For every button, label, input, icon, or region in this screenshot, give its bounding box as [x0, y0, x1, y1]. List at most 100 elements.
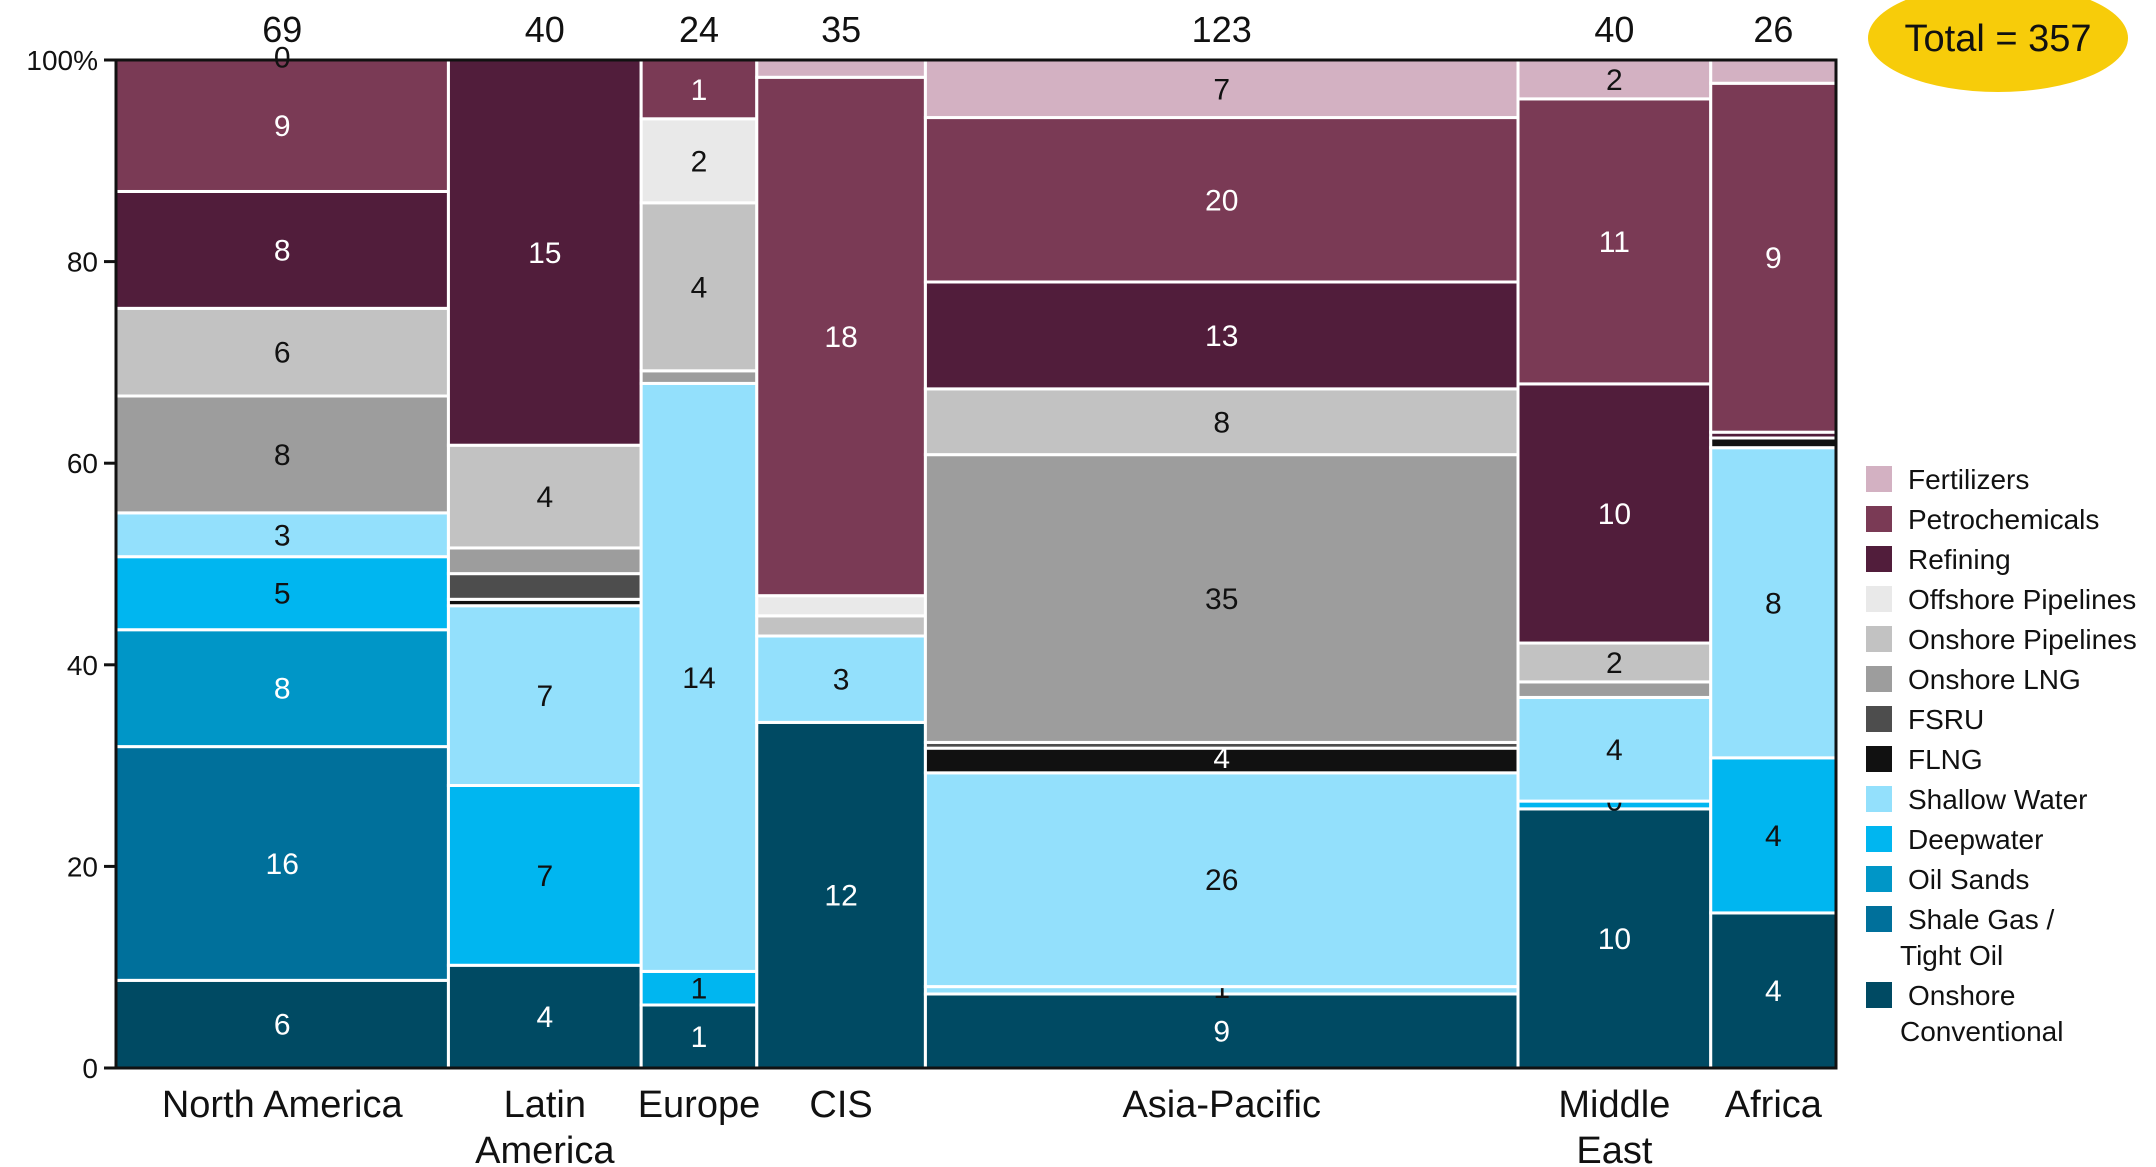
column-total-label: 69 — [262, 9, 302, 50]
segment-value-label: 8 — [274, 234, 291, 267]
legend-swatch — [1866, 706, 1892, 732]
segment-value-label: 6 — [274, 1009, 291, 1042]
segment-value-label: 9 — [1213, 1016, 1230, 1049]
column-cis: 12 3 18 — [755, 58, 927, 1070]
segment-fertilizers — [1516, 58, 1713, 101]
y-axis: 0 20 40 60 80 100% — [26, 45, 116, 1084]
legend-label: Conventional — [1900, 1016, 2063, 1047]
segment-value-label: 8 — [1765, 587, 1782, 620]
segment-onshore-conventional — [923, 992, 1520, 1070]
y-tick-label: 100% — [26, 45, 98, 76]
segment-value-label: 4 — [1213, 742, 1230, 775]
segment-value-label: 2 — [1606, 64, 1623, 97]
legend-swatch — [1866, 546, 1892, 572]
segment-onshore-lng — [639, 369, 759, 385]
category-label: CIS — [809, 1084, 872, 1126]
segment-value-label: 1 — [691, 973, 708, 1006]
segment-value-label: 12 — [824, 880, 857, 913]
column-africa: 4 4 8 9 — [1709, 58, 1838, 1070]
legend-swatch — [1866, 466, 1892, 492]
legend-label: Offshore Pipelines — [1908, 584, 2136, 615]
segment-value-label: 1 — [691, 1021, 708, 1054]
legend-label: Fertilizers — [1908, 464, 2029, 495]
segment-shallow-water — [1709, 446, 1838, 760]
segment-petrochemicals — [755, 75, 927, 598]
legend-label: Petrochemicals — [1908, 504, 2099, 535]
legend-label: FLNG — [1908, 744, 1983, 775]
segment-value-label: 2 — [1606, 647, 1623, 680]
y-tick-label: 40 — [67, 650, 98, 681]
legend-swatch — [1866, 826, 1892, 852]
segment-value-label: 1 — [691, 74, 708, 107]
legend-swatch — [1866, 506, 1892, 532]
segment-value-label: 7 — [536, 860, 553, 893]
segment-value-label: 8 — [1213, 406, 1230, 439]
segment-onshore-pipelines — [114, 306, 450, 398]
segment-onshore-pipelines — [1516, 641, 1713, 684]
category-labels: North America Latin America Europe CIS Asia-P… — [162, 1084, 1823, 1167]
segment-value-label: 4 — [1765, 975, 1782, 1008]
segment-value-label: 20 — [1205, 184, 1238, 217]
segment-value-label: 8 — [274, 673, 291, 706]
category-label: Europe — [638, 1084, 761, 1126]
legend-label: Tight Oil — [1900, 940, 2003, 971]
segment-onshore-conventional — [1709, 911, 1838, 1070]
segment-value-label: 10 — [1598, 923, 1631, 956]
segment-shallow-water — [446, 604, 643, 788]
column-total-label: 40 — [525, 9, 565, 50]
segment-value-label: 15 — [528, 237, 561, 270]
legend-swatch — [1866, 666, 1892, 692]
column-total-label: 123 — [1192, 9, 1252, 50]
legend-swatch — [1866, 906, 1892, 932]
chart-columns: 6168538689047741511144211231891264358132… — [114, 42, 1838, 1070]
segment-offshore-pipelines — [639, 117, 759, 205]
segment-shallow-water — [923, 771, 1520, 989]
segment-petrochemicals — [1516, 97, 1713, 386]
plot-frame — [114, 58, 1838, 1070]
segment-value-label: 8 — [274, 439, 291, 472]
segment-value-label: 35 — [1205, 583, 1238, 616]
total-badge: Total = 357 — [1868, 0, 2128, 92]
legend-label: Deepwater — [1908, 824, 2043, 855]
segment-value-label: 5 — [274, 578, 291, 611]
legend-swatch — [1866, 866, 1892, 892]
segment-onshore-pipelines — [923, 387, 1520, 457]
segment-value-label: 3 — [833, 664, 850, 697]
column-total-label: 24 — [679, 9, 719, 50]
segment-refining — [114, 189, 450, 310]
segment-petrochemicals — [923, 116, 1520, 284]
segment-value-label: 16 — [266, 848, 299, 881]
segment-value-label: 4 — [1606, 734, 1623, 767]
segment-petrochemicals — [114, 58, 450, 193]
segment-value-label: 2 — [691, 145, 708, 178]
y-tick-label: 80 — [67, 247, 98, 278]
segment-value-label: 9 — [274, 110, 291, 143]
segment-value-label: 14 — [682, 662, 715, 695]
segment-value-label: 10 — [1598, 498, 1631, 531]
category-label: Asia-Pacific — [1122, 1084, 1321, 1126]
segment-onshore-pipelines — [755, 614, 927, 638]
segment-value-label: 6 — [274, 337, 291, 370]
category-label: East — [1576, 1130, 1652, 1167]
segment-value-label: 13 — [1205, 320, 1238, 353]
y-tick-label: 60 — [67, 448, 98, 479]
segment-onshore-pipelines — [639, 201, 759, 373]
legend-label: Onshore LNG — [1908, 664, 2081, 695]
category-label: Latin — [504, 1084, 586, 1126]
segment-refining — [1516, 382, 1713, 645]
segment-value-label: 18 — [824, 321, 857, 354]
segment-value-label: 7 — [1213, 73, 1230, 106]
segment-onshore-conventional — [1516, 807, 1713, 1070]
legend-label: Onshore Pipelines — [1908, 624, 2137, 655]
segment-value-label: 26 — [1205, 864, 1238, 897]
legend-swatch — [1866, 786, 1892, 812]
column-north-america: 6 16 8 5 3 8 6 8 9 0 — [114, 42, 450, 1070]
category-label: Middle — [1558, 1084, 1670, 1126]
legend-swatch — [1866, 746, 1892, 772]
segment-onshore-conventional — [755, 720, 927, 1070]
category-label: America — [475, 1130, 615, 1167]
column-total-label: 35 — [821, 9, 861, 50]
legend-swatch — [1866, 626, 1892, 652]
legend-label: Onshore — [1908, 980, 2015, 1011]
